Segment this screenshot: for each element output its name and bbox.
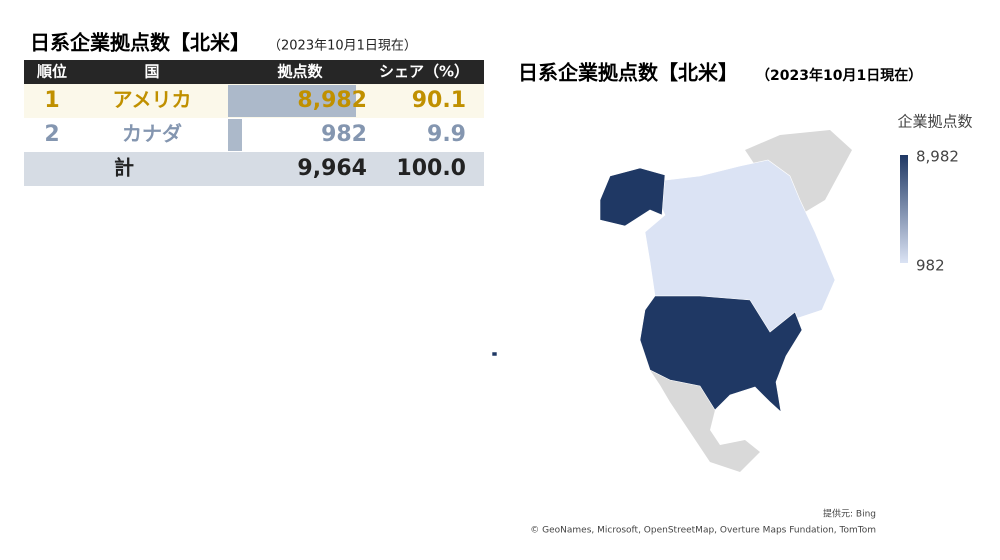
count: 982	[321, 122, 367, 147]
legend-gradient	[900, 155, 908, 263]
country: カナダ	[122, 122, 182, 146]
share: 90.1	[412, 88, 466, 113]
mexico	[650, 370, 760, 472]
alaska	[599, 167, 666, 227]
table-title: 日系企業拠点数【北米】	[30, 31, 250, 55]
row-bg	[24, 118, 484, 152]
total-label: 計	[114, 156, 134, 180]
united-states	[639, 295, 803, 413]
column-header: シェア（%）	[379, 63, 469, 81]
table: 順位 国 拠点数 シェア（%） 計 9,964 100.0 1 アメリカ 8,982…	[36, 63, 469, 182]
share: 9.9	[427, 122, 466, 147]
data-bar	[228, 119, 242, 151]
total-count: 9,964	[297, 156, 367, 181]
data-bar	[228, 85, 356, 117]
table-header	[24, 60, 484, 84]
total-bg	[24, 152, 484, 186]
legend-max: 8,982	[916, 148, 959, 166]
country: アメリカ	[113, 88, 192, 112]
rank: 2	[44, 122, 59, 147]
map-title: 日系企業拠点数【北米】	[518, 61, 738, 85]
count: 8,982	[297, 88, 367, 113]
attribution: 提供元: Bing	[823, 508, 876, 520]
rank: 1	[44, 88, 59, 113]
table-subtitle: （2023年10月1日現在）	[268, 39, 417, 54]
greenland	[745, 130, 852, 215]
total-share: 100.0	[396, 156, 466, 181]
column-header: 拠点数	[277, 63, 323, 81]
column-header: 順位	[36, 63, 67, 81]
legend-min: 982	[916, 257, 945, 275]
attribution: © GeoNames, Microsoft, OpenStreetMap, Ov…	[530, 526, 876, 536]
legend-title: 企業拠点数	[897, 113, 972, 131]
map-subtitle: （2023年10月1日現在）	[756, 67, 922, 84]
column-header: 国	[144, 63, 159, 81]
hawaii	[491, 351, 498, 357]
